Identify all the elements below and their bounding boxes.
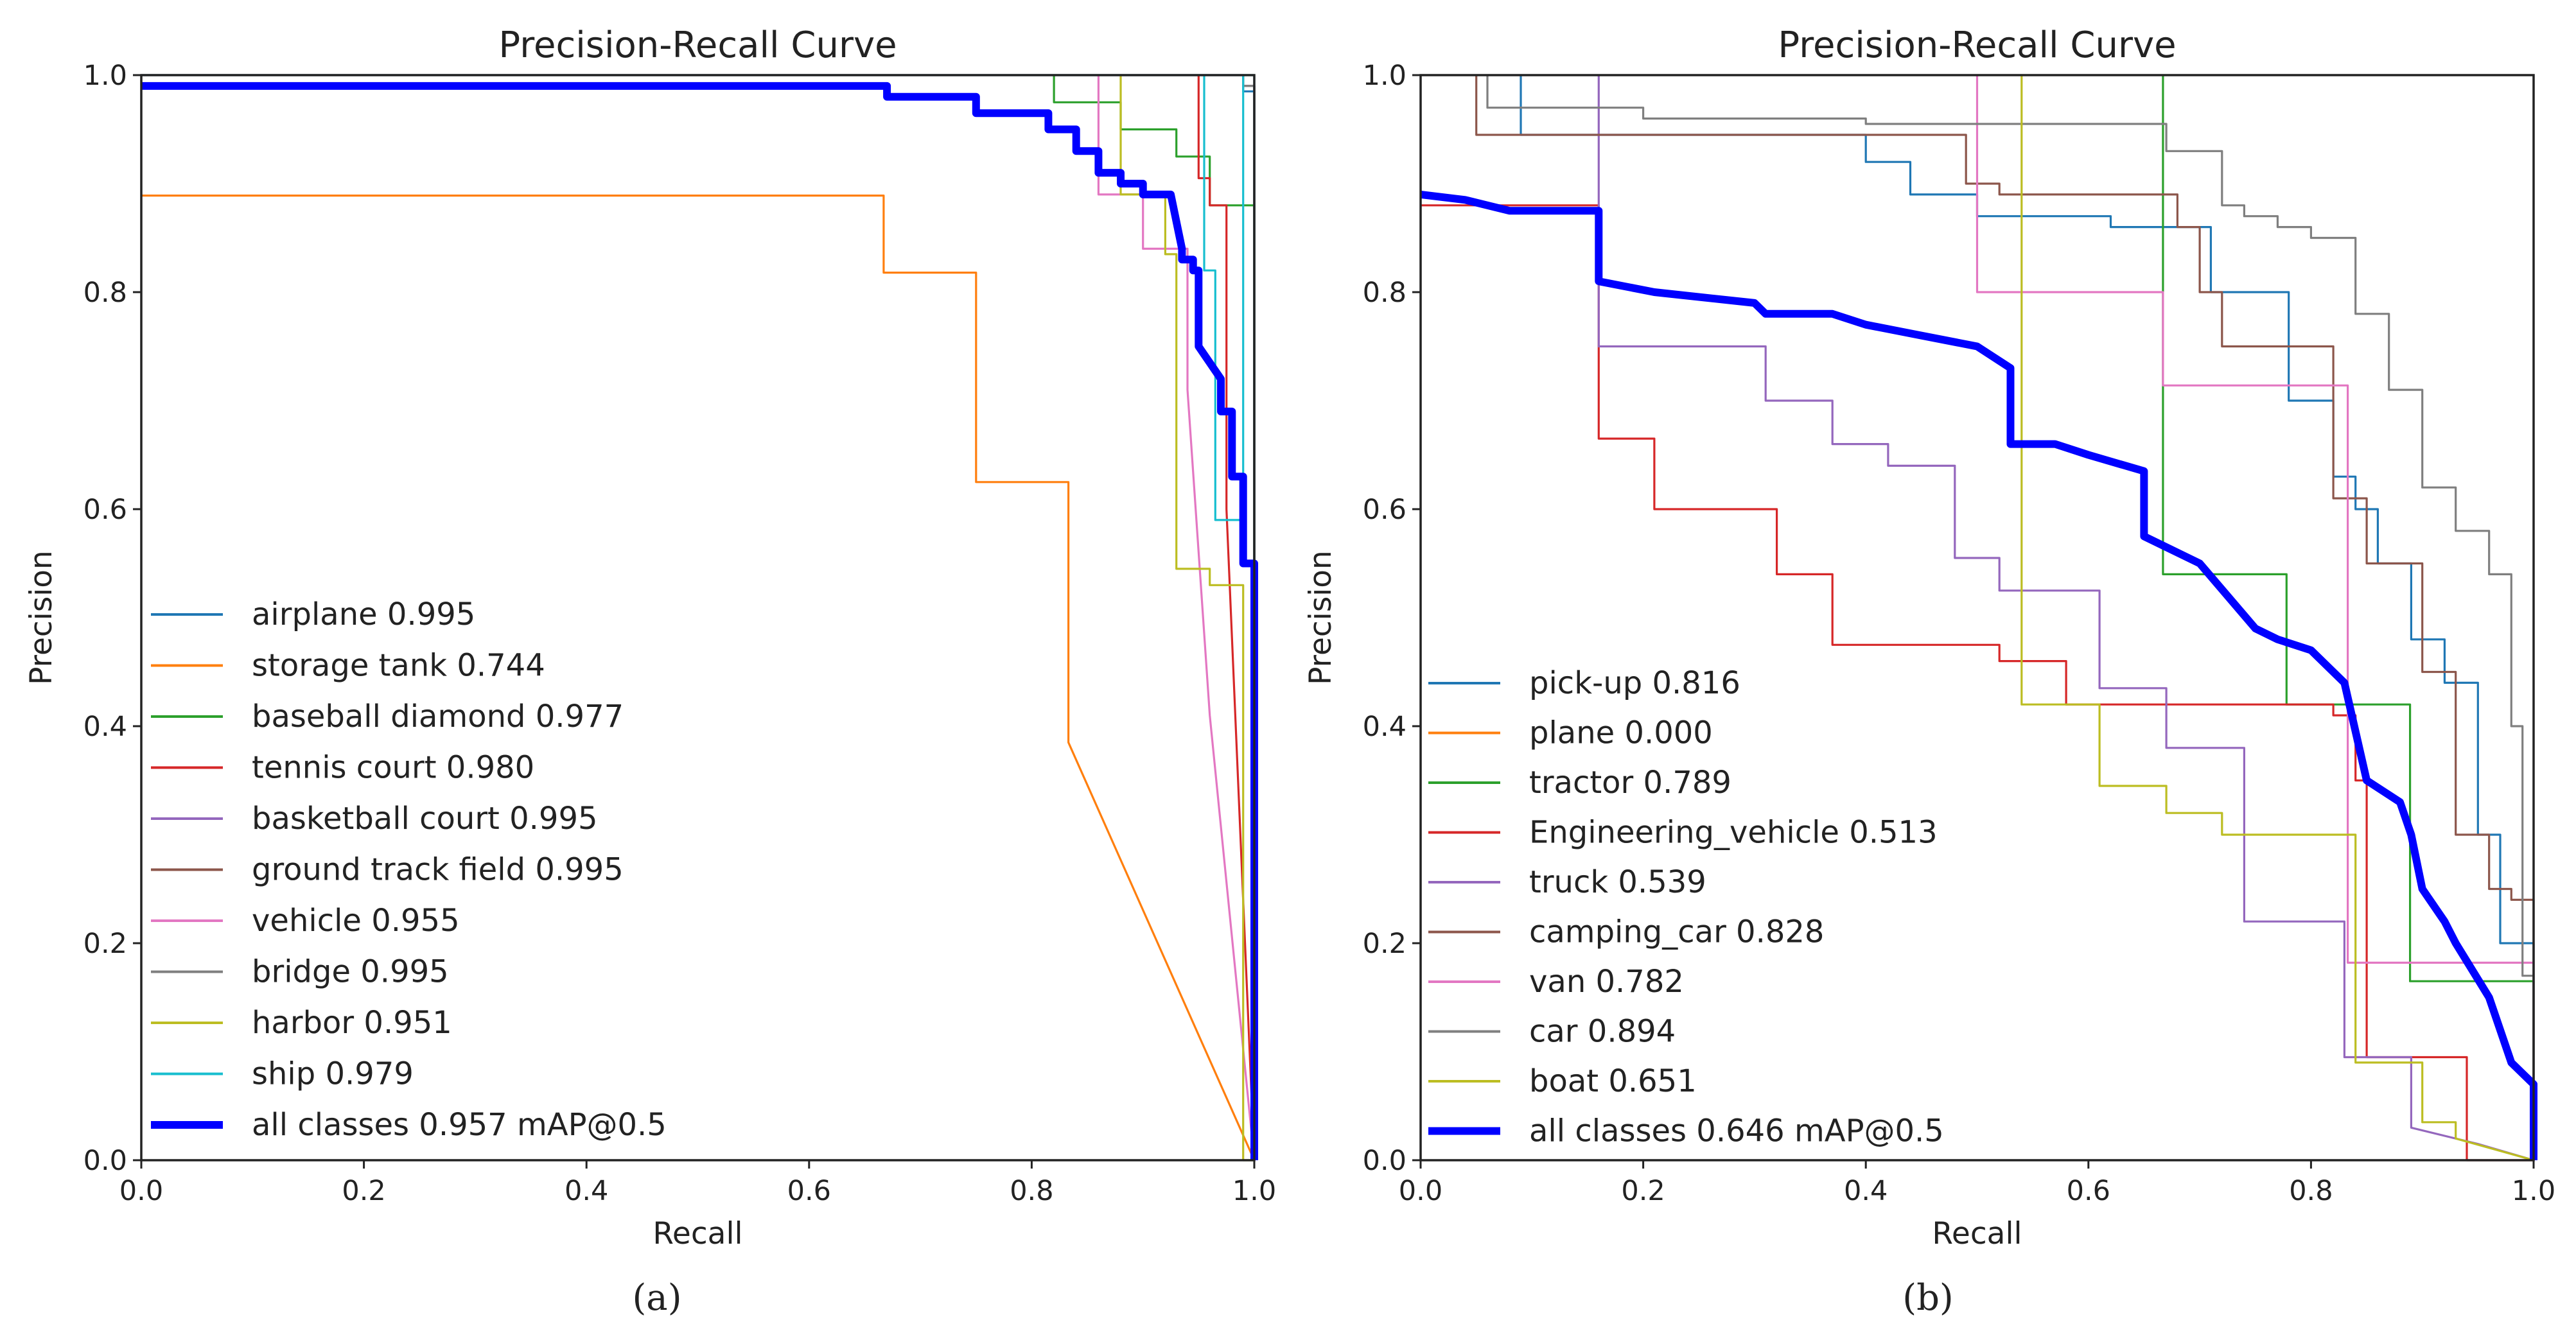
y-tick-label: 0.0 [1363,1145,1406,1177]
legend-label: ground track field 0.995 [252,852,624,888]
legend-label: baseball diamond 0.977 [252,699,624,735]
legend-label: pick-up 0.816 [1529,665,1740,701]
series-line-camping-car-0-828 [1475,75,2535,1160]
panel-caption: (b) [1902,1277,1954,1319]
x-axis-label: Recall [1932,1216,2022,1251]
legend-label: tennis court 0.980 [252,750,534,786]
legend-label: van 0.782 [1529,964,1684,1000]
legend-label: truck 0.539 [1529,864,1706,900]
legend-label: storage tank 0.744 [252,648,545,684]
chart-panel-b: Precision-Recall Curve 0.0 0.2 0.4 0.6 0.8 1.0… [1303,24,2555,1319]
y-tick-label: 0.2 [83,928,127,960]
x-tick-label: 0.8 [1010,1175,1053,1207]
series-line-harbor-0-951 [1119,75,1254,1162]
legend-label: basketball court 0.995 [252,801,598,837]
x-tick-label: 0.0 [119,1175,163,1207]
legend-label: camping_car 0.828 [1529,914,1824,950]
legend: pick-up 0.816 plane 0.000 tractor 0.789 Eng… [1428,665,1944,1149]
x-tick-label: 0.0 [1399,1175,1442,1207]
legend-label: boat 0.651 [1529,1063,1697,1099]
plot-frame [1419,74,2535,1162]
y-tick-label: 0.6 [1363,494,1406,526]
x-axis-label: Recall [653,1216,742,1251]
plot-frame [140,74,1256,1162]
x-tick-label: 0.2 [1621,1175,1665,1207]
legend-label: bridge 0.995 [252,954,449,990]
x-tick-label: 1.0 [2512,1175,2555,1207]
series-line-all-classes-0-646-map-0-5 [1420,190,2537,1160]
series-line-van-0-782 [1976,75,2535,1160]
legend-label: harbor 0.951 [252,1005,452,1041]
series-line-engineering-vehicle-0-513 [1421,204,2534,1162]
legend-label: vehicle 0.955 [252,903,460,939]
x-tick-label: 0.6 [787,1175,831,1207]
legend-label: airplane 0.995 [252,596,475,632]
legend-label: car 0.894 [1529,1014,1676,1050]
series-line-truck-0-539 [1597,75,2534,1162]
y-tick-label: 1.0 [83,60,127,92]
legend-label: ship 0.979 [252,1056,414,1092]
x-tick-label: 0.4 [1844,1175,1888,1207]
y-tick-label: 0.8 [83,277,127,309]
y-axis-label: Precision [24,550,59,685]
legend-label: Engineering_vehicle 0.513 [1529,815,1938,851]
legend-label: tractor 0.789 [1529,765,1731,801]
y-tick-label: 0.2 [1363,928,1406,960]
legend-label: all classes 0.957 mAP@0.5 [252,1107,667,1143]
y-axis-label: Precision [1303,550,1338,685]
panel-caption: (a) [632,1277,681,1319]
legend-label: all classes 0.646 mAP@0.5 [1529,1113,1944,1149]
series-line-baseball-diamond-0-977 [1053,75,1256,1160]
legend-label: plane 0.000 [1529,715,1713,751]
x-tick-label: 0.8 [2289,1175,2333,1207]
x-tick-label: 1.0 [1232,1175,1276,1207]
series-line-storage-tank-0-744 [141,195,1256,1161]
y-tick-label: 0.4 [1363,711,1406,743]
x-tick-label: 0.4 [565,1175,608,1207]
chart-panel-a: Precision-Recall Curve 0.0 0.2 0.4 0.6 0.8 1.0… [24,24,1276,1319]
x-tick-label: 0.6 [2067,1175,2110,1207]
series-line-car-0-894 [1486,75,2535,1160]
chart-title: Precision-Recall Curve [1778,24,2176,66]
series-line-tennis-court-0-980 [1197,75,1256,1161]
legend: airplane 0.995 storage tank 0.744 baseball… [151,596,667,1143]
series-line-all-classes-0-957-map-0-5 [141,82,1258,1160]
x-tick-label: 0.2 [342,1175,385,1207]
chart-title: Precision-Recall Curve [498,24,897,66]
y-tick-label: 0.6 [83,494,127,526]
y-tick-label: 0.0 [83,1145,127,1177]
y-tick-label: 0.4 [83,711,127,743]
y-tick-label: 1.0 [1363,60,1406,92]
y-tick-label: 0.8 [1363,277,1406,309]
series-line-boat-0-651 [2020,75,2534,1162]
